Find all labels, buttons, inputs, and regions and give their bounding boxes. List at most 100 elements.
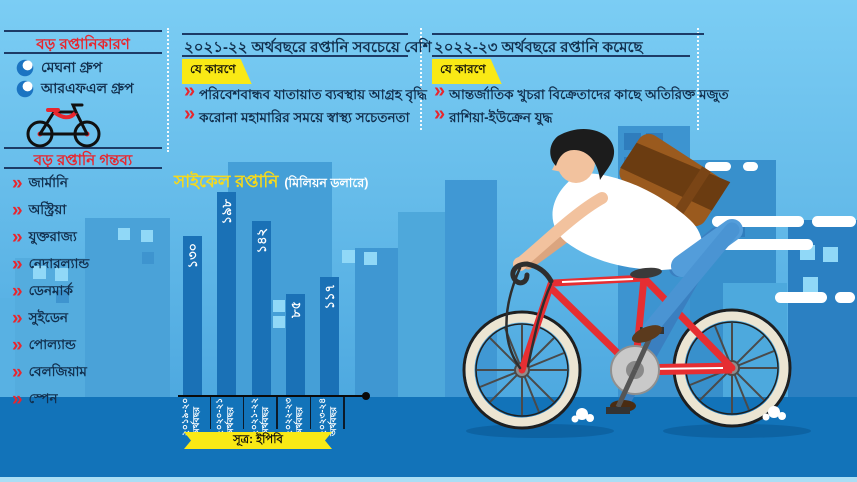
destination-label: যুক্তরাজ্য [28, 229, 77, 244]
bar: ১৯৮ [217, 192, 237, 396]
bar: ১৩০ [183, 236, 202, 396]
bar: ১৪২ [251, 221, 271, 396]
bar-value-label: ১৪২ [253, 228, 269, 254]
handlebar [505, 261, 554, 370]
seat [630, 267, 662, 279]
divider [432, 33, 704, 35]
dotted-separator [420, 28, 422, 130]
destination-item: » ডেনমার্ক [12, 280, 73, 303]
bar-value-label: ১৩০ [185, 243, 200, 269]
chevron-right-icon: » [12, 388, 22, 410]
destination-label: ডেনমার্ক [28, 283, 73, 298]
exporter-item: মেঘনা গ্রুপ [16, 56, 102, 80]
divider [182, 33, 408, 35]
destination-item: » জার্মানি [12, 172, 68, 195]
divider [4, 167, 162, 169]
x-axis-line [178, 395, 366, 397]
x-axis-tick [276, 397, 278, 429]
x-axis-tick [309, 397, 312, 429]
source-ribbon: সূত্র: ইপিবি [184, 432, 332, 449]
reason-bullet: » পরিবেশবান্ধব যাতায়াত ব্যবস্থায় আগ্রহ… [184, 80, 427, 107]
reason-bullet-text: পরিবেশবান্ধব যাতায়াত ব্যবস্থায় আগ্রহ ব… [199, 87, 427, 102]
reason-bullet-text: করোনা মহামারির সময়ে স্বাস্থ্য সচেতনতা [199, 110, 410, 125]
exporter-item: আরএফএল গ্রুপ [16, 77, 134, 101]
chevron-right-icon: » [434, 103, 445, 125]
divider [432, 55, 690, 57]
chevron-right-icon: » [12, 172, 22, 194]
chevron-right-icon: » [12, 199, 22, 221]
x-axis-tick [209, 397, 211, 429]
x-axis-label: ২০২০-২১ অর্থবছর [214, 397, 236, 436]
exporter-label: মেঘনা গ্রুপ [41, 59, 103, 75]
chevron-right-icon: » [184, 80, 195, 102]
reason-tag: যে কারণে [432, 59, 502, 84]
chart-title: সাইকেল রপ্তানি (মিলিয়ন ডলারে) [174, 169, 368, 197]
reason-2021-22-header: ২০২১-২২ অর্থবছরে রপ্তানি সবচেয়ে বেশি [184, 39, 432, 56]
wheel-shadow [663, 424, 811, 438]
chevron-right-icon: » [12, 334, 22, 356]
exporters-header: বড় রপ্তানিকারণ [36, 36, 130, 53]
chevron-right-icon: » [12, 253, 22, 275]
destination-label: স্পেন [28, 391, 58, 406]
blue-crescent-icon [16, 59, 34, 77]
chevron-right-icon: » [12, 307, 22, 329]
reason-bullet-text: আন্তর্জাতিক খুচরা বিক্রেতাদের কাছে অতিরি… [449, 87, 729, 102]
x-axis-label: ২০২২-২৩ অর্থবছর [282, 397, 304, 436]
bar-value-label: ৮৫ [287, 301, 303, 318]
cyclist-illustration [462, 128, 792, 430]
hair [550, 128, 615, 180]
bar: ১১৭ [320, 277, 339, 396]
dust-puffs [571, 406, 786, 423]
destination-label: বেলজিয়াম [28, 364, 87, 379]
bar-value-label: ১৯৮ [219, 199, 235, 225]
backpack [619, 133, 731, 227]
cloud-dashes [703, 162, 856, 303]
destination-item: » সুইডেন [12, 307, 68, 330]
divider [182, 55, 408, 57]
near-shoe [631, 325, 663, 343]
reason-bullet: » আন্তর্জাতিক খুচরা বিক্রেতাদের কাছে অতি… [434, 80, 729, 107]
x-axis-label: ২০১৯-২০ অর্থবছর [180, 397, 201, 436]
bicycle-icon [26, 103, 101, 148]
destination-label: অস্ট্রিয়া [28, 202, 67, 217]
torso-shirt [552, 172, 703, 270]
x-axis-label: ২০২৩-২৪ অর্থবছর [317, 397, 338, 436]
reason-bullet: » রাশিয়া-ইউক্রেন যুদ্ধ [434, 103, 553, 130]
x-axis-label: ২০২১-২২ অর্থবছর [248, 397, 270, 436]
chevron-right-icon: » [434, 80, 445, 102]
divider [4, 52, 162, 54]
head [550, 128, 615, 183]
divider [4, 147, 162, 149]
destination-label: জার্মানি [28, 175, 68, 190]
source-text: সূত্র: ইপিবি [233, 434, 283, 446]
near-leg [642, 219, 743, 337]
reason-bullet: » করোনা মহামারির সময়ে স্বাস্থ্য সচেতনতা [184, 103, 410, 130]
reason-bullet-text: রাশিয়া-ইউক্রেন যুদ্ধ [449, 110, 553, 125]
chevron-right-icon: » [12, 226, 22, 248]
chart-title-main: সাইকেল রপ্তানি [174, 172, 279, 191]
destination-label: নেদারল্যান্ড [28, 256, 90, 271]
destination-item: » অস্ট্রিয়া [12, 199, 66, 222]
bar-value-label: ১১৭ [322, 284, 337, 310]
destination-item: » বেলজিয়াম [12, 361, 87, 384]
wheel-shadow [466, 424, 614, 438]
destinations-header: বড় রপ্তানি গন্তব্য [33, 152, 133, 169]
destination-label: পোল্যান্ড [28, 337, 76, 352]
dotted-separator [697, 28, 699, 130]
destination-item: » পোল্যান্ড [12, 334, 76, 357]
destination-label: সুইডেন [28, 310, 68, 325]
chart-title-unit: (মিলিয়ন ডলারে) [284, 176, 369, 190]
chevron-right-icon: » [12, 280, 22, 302]
destination-item: » স্পেন [12, 388, 58, 411]
near-arm [516, 192, 608, 268]
x-axis-tick [343, 397, 345, 429]
chevron-right-icon: » [12, 361, 22, 383]
destination-item: » যুক্তরাজ্য [12, 226, 77, 249]
x-axis-end-dot [362, 392, 370, 400]
chevron-right-icon: » [184, 103, 195, 125]
bottom-strip [0, 477, 857, 482]
reason-tag: যে কারণে [182, 59, 252, 84]
bar: ৮৫ [285, 294, 305, 396]
blue-crescent-icon [16, 80, 34, 98]
